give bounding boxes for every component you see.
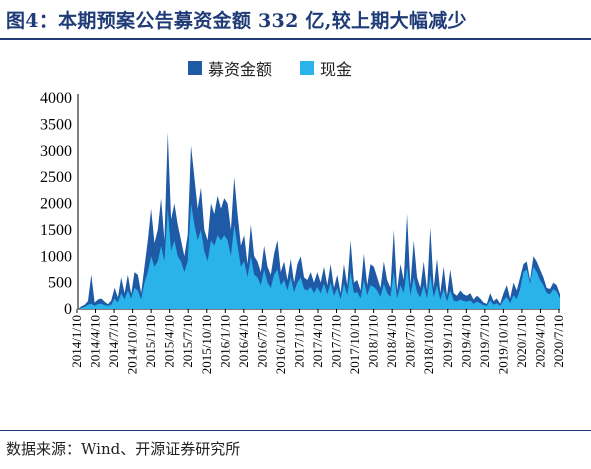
x-tick-label: 2015/1/10 <box>143 315 158 368</box>
x-tick-label: 2017/10/10 <box>347 315 362 374</box>
x-tick-label: 2018/7/10 <box>403 315 418 368</box>
y-tick-label: 0 <box>64 301 72 318</box>
y-tick-label: 2000 <box>40 196 72 213</box>
x-tick-label: 2014/4/10 <box>88 315 103 368</box>
title-divider <box>0 38 591 40</box>
y-tick-label: 2500 <box>40 169 72 186</box>
y-tick-label: 3500 <box>40 116 72 133</box>
x-tick-label: 2020/7/10 <box>551 315 566 368</box>
x-tick-label: 2017/4/10 <box>310 315 325 368</box>
source-divider <box>0 430 591 431</box>
area-series-cash <box>78 203 560 309</box>
x-tick-label: 2018/4/10 <box>384 315 399 368</box>
x-tick-label: 2015/10/10 <box>199 315 214 374</box>
y-tick-label: 1000 <box>40 248 72 265</box>
legend: 募资金额 现金 <box>188 56 352 80</box>
x-tick-label: 2020/1/10 <box>514 315 529 368</box>
x-tick-label: 2015/4/10 <box>162 315 177 368</box>
x-tick-label: 2019/4/10 <box>458 315 473 368</box>
legend-swatch-fundraise <box>188 61 202 75</box>
x-tick-label: 2020/4/10 <box>532 315 547 368</box>
y-tick-label: 1500 <box>40 222 72 239</box>
x-tick-label: 2016/1/10 <box>217 315 232 368</box>
area-chart: 4000 3500 3000 2500 2000 1500 1000 500 02014/1/1… <box>40 90 566 374</box>
y-tick-label: 4000 <box>40 90 72 107</box>
legend-label-fundraise: 募资金额 <box>208 60 273 79</box>
y-tick-label: 3000 <box>40 143 72 160</box>
x-tick-label: 2017/7/10 <box>329 315 344 368</box>
legend-label-cash: 现金 <box>320 60 353 79</box>
x-tick-label: 2016/10/10 <box>273 315 288 374</box>
x-tick-label: 2014/1/10 <box>69 315 84 368</box>
x-tick-label: 2015/7/10 <box>180 315 195 368</box>
x-tick-label: 2019/10/10 <box>495 315 510 374</box>
x-tick-label: 2017/1/10 <box>291 315 306 368</box>
x-tick-label: 2014/10/10 <box>125 315 140 374</box>
chart-title: 图4：本期预案公告募资金额 332 亿,较上期大幅减少 <box>6 10 467 32</box>
source-note: 数据来源：Wind、开源证券研究所 <box>6 440 241 458</box>
x-tick-label: 2019/1/10 <box>440 315 455 368</box>
y-tick-label: 500 <box>48 275 72 292</box>
x-tick-label: 2018/10/10 <box>421 315 436 374</box>
x-tick-label: 2018/1/10 <box>366 315 381 368</box>
x-tick-label: 2016/4/10 <box>236 315 251 368</box>
x-tick-label: 2014/7/10 <box>106 315 121 368</box>
legend-item-fundraise: 募资金额 <box>188 56 272 80</box>
x-tick-label: 2019/7/10 <box>477 315 492 368</box>
title-bar: 图4：本期预案公告募资金额 332 亿,较上期大幅减少 <box>0 0 591 44</box>
x-tick-label: 2016/7/10 <box>254 315 269 368</box>
legend-item-cash: 现金 <box>300 56 352 80</box>
legend-swatch-cash <box>300 61 315 75</box>
